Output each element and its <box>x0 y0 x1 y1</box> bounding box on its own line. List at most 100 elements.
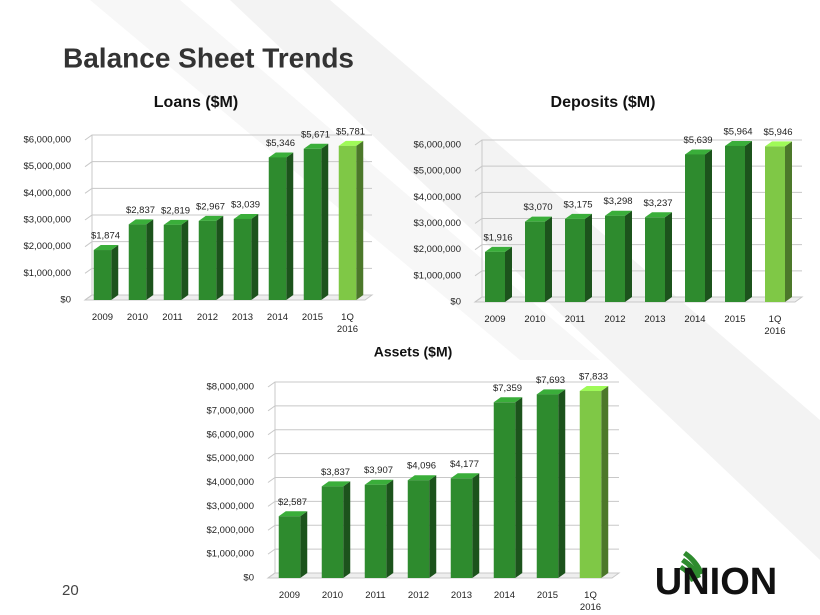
bar-top <box>605 210 632 216</box>
y-tick-label: $0 <box>243 573 254 584</box>
x-tick-label: 2011 <box>565 314 585 325</box>
grid-line <box>267 453 619 460</box>
x-tick-label: 2014 <box>684 314 705 325</box>
value-label: $5,946 <box>763 127 792 138</box>
value-label: $7,359 <box>493 383 522 394</box>
bar-side <box>321 143 329 300</box>
bar <box>536 394 559 578</box>
y-tick-label: $0 <box>450 297 461 308</box>
bar-top <box>233 213 259 219</box>
bar <box>303 148 322 300</box>
bar <box>338 145 357 300</box>
y-tick-label: $4,000,000 <box>206 477 254 488</box>
chart-title: Assets ($M) <box>374 344 453 360</box>
value-label: $7,833 <box>579 372 608 383</box>
bar-top <box>565 213 592 219</box>
value-label: $5,346 <box>266 138 295 149</box>
bar <box>364 484 387 578</box>
bar-top <box>685 149 712 155</box>
y-tick-label: $5,000,000 <box>413 166 461 177</box>
bar <box>268 157 287 300</box>
value-label: $2,587 <box>278 497 307 508</box>
bar <box>450 478 473 578</box>
chart: Loans ($M) $0 $1,000,000 $2,000,000 $3,000,0… <box>23 94 374 335</box>
bar-side <box>286 152 294 300</box>
bar <box>93 250 112 300</box>
value-label: $3,070 <box>523 202 552 213</box>
x-tick-label: 2009 <box>92 312 113 323</box>
y-tick-label: $7,000,000 <box>206 405 254 416</box>
bar-side <box>146 219 154 300</box>
x-tick-label: 2015 <box>537 590 558 601</box>
x-tick-label: 2011 <box>365 590 385 601</box>
bar-side <box>356 140 364 300</box>
bar-top <box>645 212 672 218</box>
bar-top <box>268 152 294 158</box>
x-tick-label: 2012 <box>408 590 429 601</box>
bar-top <box>364 479 394 485</box>
y-tick-label: $2,000,000 <box>23 241 71 252</box>
bar <box>525 221 545 302</box>
x-tick-label: 2013 <box>644 314 665 325</box>
bar-top <box>163 219 189 225</box>
y-tick-label: $6,000,000 <box>206 429 254 440</box>
grid-line <box>267 381 619 388</box>
y-tick-label: $5,000,000 <box>23 161 71 172</box>
bar-top <box>93 245 119 251</box>
bar-side <box>472 473 480 578</box>
bar-side <box>558 389 566 578</box>
bar-side <box>601 385 609 578</box>
bar-top <box>450 473 480 479</box>
x-tick-label: 2009 <box>279 590 300 601</box>
slide-title: Balance Sheet Trends <box>63 42 354 73</box>
x-tick-label: 2010 <box>127 312 148 323</box>
y-tick-label: $4,000,000 <box>23 188 71 199</box>
grid-line <box>84 134 372 141</box>
grid-line <box>474 139 802 146</box>
value-label: $4,177 <box>450 459 479 470</box>
grid-line <box>267 548 619 555</box>
value-label: $3,237 <box>643 198 672 209</box>
bar-top <box>765 141 792 147</box>
grid-line <box>267 477 619 483</box>
x-tick-label: 1Q 2016 <box>337 312 358 335</box>
chart-title: Loans ($M) <box>154 94 238 111</box>
grid-line <box>267 429 619 436</box>
bar <box>765 146 785 302</box>
value-label: $7,693 <box>536 375 565 386</box>
floor <box>266 572 621 579</box>
chart: Deposits ($M) $0 $1,000,000 $2,000,000 $3,00… <box>413 94 804 337</box>
bar-side <box>545 216 552 302</box>
bar <box>163 224 182 300</box>
bar-top <box>407 475 437 481</box>
logo-icon <box>679 551 704 582</box>
value-label: $1,874 <box>91 231 120 242</box>
x-tick-label: 2015 <box>302 312 323 323</box>
bar <box>321 486 344 578</box>
bar-side <box>251 213 259 300</box>
bar-side <box>625 210 632 302</box>
value-label: $2,837 <box>126 205 155 216</box>
page-number: 20 <box>62 582 79 599</box>
bar-side <box>181 219 189 300</box>
bar <box>278 516 301 578</box>
bar <box>685 154 705 302</box>
x-tick-label: 2013 <box>451 590 472 601</box>
bar <box>565 218 585 302</box>
bar-top <box>321 481 351 487</box>
y-tick-label: $3,000,000 <box>206 501 254 512</box>
x-tick-label: 2014 <box>494 590 515 601</box>
value-label: $5,781 <box>336 126 365 137</box>
value-label: $3,175 <box>563 199 592 210</box>
bar <box>493 402 516 578</box>
x-tick-label: 2010 <box>322 590 343 601</box>
bar <box>725 145 745 302</box>
bar-side <box>705 149 712 302</box>
bar-top <box>725 140 752 146</box>
value-label: $3,298 <box>603 196 632 207</box>
y-tick-label: $8,000,000 <box>206 382 254 393</box>
y-tick-label: $1,000,000 <box>206 549 254 560</box>
bar-top <box>128 219 154 225</box>
bar-side <box>429 475 437 578</box>
